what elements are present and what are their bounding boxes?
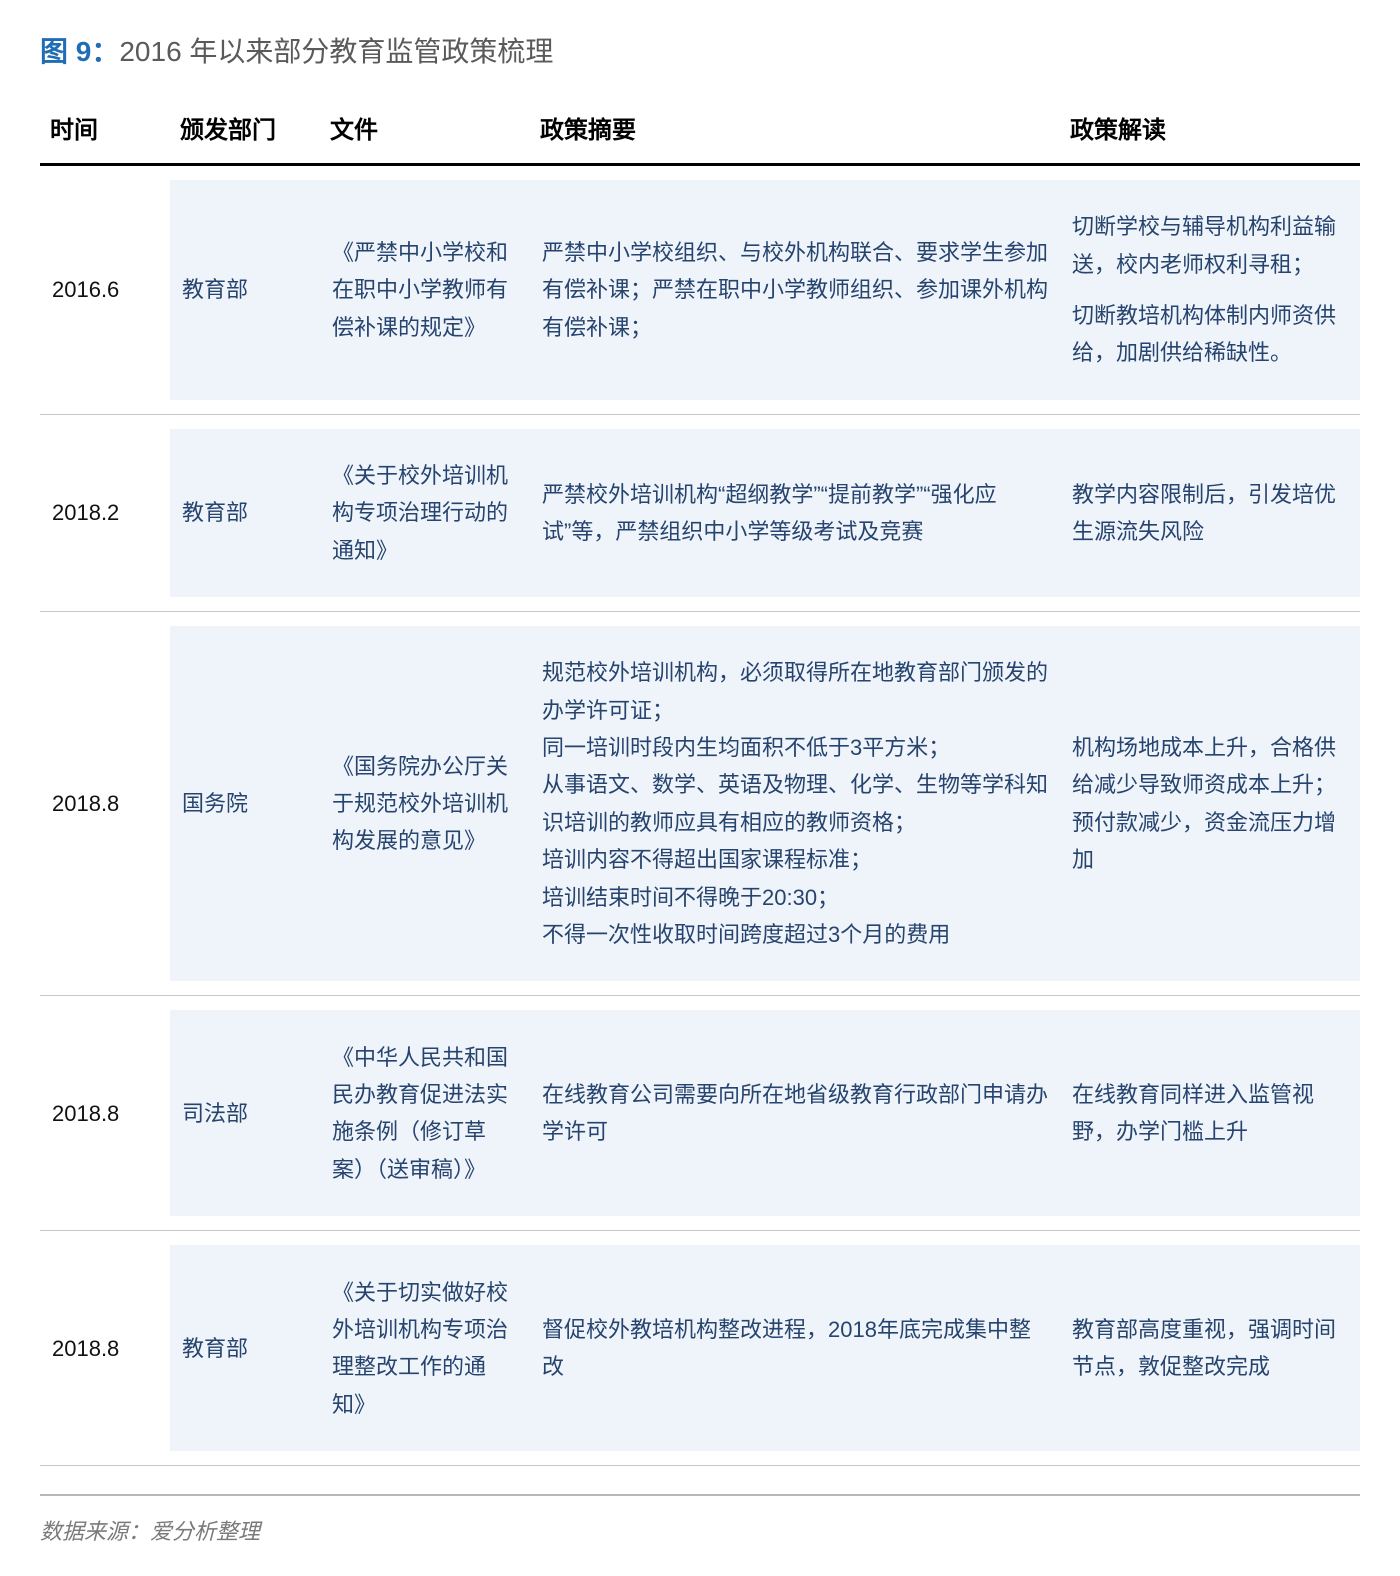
figure-title-text: 2016 年以来部分教育监管政策梳理 [119,36,553,67]
cell-department: 教育部 [170,180,320,400]
text-paragraph: 督促校外教培机构整改进程，2018年底完成集中整改 [542,1311,1048,1386]
text-paragraph: 机构场地成本上升，合格供给减少导致师资成本上升； 预付款减少，资金流压力增加 [1072,729,1348,879]
cell-date: 2018.8 [40,1010,170,1216]
cell-summary: 规范校外培训机构，必须取得所在地教育部门颁发的办学许可证； 同一培训时段内生均面… [530,626,1060,981]
cell-interpretation: 机构场地成本上升，合格供给减少导致师资成本上升； 预付款减少，资金流压力增加 [1060,626,1360,981]
col-header-date: 时间 [40,94,170,165]
cell-interpretation: 教育部高度重视，强调时间节点，敦促整改完成 [1060,1245,1360,1451]
figure-title: 图 9：2016 年以来部分教育监管政策梳理 [40,30,1360,70]
cell-document: 《严禁中小学校和在职中小学教师有偿补课的规定》 [320,180,530,400]
cell-department: 教育部 [170,429,320,597]
cell-document: 《中华人民共和国民办教育促进法实施条例（修订草案）（送审稿）》 [320,1010,530,1216]
table-row: 2018.8教育部《关于切实做好校外培训机构专项治理整改工作的通知》督促校外教培… [40,1231,1360,1466]
cell-date: 2018.8 [40,1245,170,1451]
cell-interpretation: 在线教育同样进入监管视野，办学门槛上升 [1060,1010,1360,1216]
text-paragraph: 切断学校与辅导机构利益输送，校内老师权利寻租； [1072,208,1348,283]
text-paragraph: 规范校外培训机构，必须取得所在地教育部门颁发的办学许可证； 同一培训时段内生均面… [542,654,1048,953]
policy-table: 时间 颁发部门 文件 政策摘要 政策解读 2016.6教育部《严禁中小学校和在职… [40,94,1360,1466]
text-paragraph: 教育部高度重视，强调时间节点，敦促整改完成 [1072,1311,1348,1386]
col-header-dept: 颁发部门 [170,94,320,165]
cell-document: 《关于切实做好校外培训机构专项治理整改工作的通知》 [320,1245,530,1451]
col-header-summary: 政策摘要 [530,94,1060,165]
footer-divider: 数据来源：爱分析整理 [40,1494,1360,1546]
text-paragraph: 严禁校外培训机构“超纲教学”“提前教学”“强化应试”等，严禁组织中小学等级考试及… [542,476,1048,551]
text-paragraph: 在线教育同样进入监管视野，办学门槛上升 [1072,1076,1348,1151]
cell-department: 教育部 [170,1245,320,1451]
cell-interpretation: 教学内容限制后，引发培优生源流失风险 [1060,429,1360,597]
col-header-interp: 政策解读 [1060,94,1360,165]
cell-date: 2018.2 [40,429,170,597]
table-row: 2016.6教育部《严禁中小学校和在职中小学教师有偿补课的规定》严禁中小学校组织… [40,165,1360,415]
cell-document: 《关于校外培训机构专项治理行动的通知》 [320,429,530,597]
text-paragraph: 切断教培机构体制内师资供给，加剧供给稀缺性。 [1072,297,1348,372]
text-paragraph: 严禁中小学校组织、与校外机构联合、要求学生参加有偿补课；严禁在职中小学教师组织、… [542,234,1048,346]
col-header-doc: 文件 [320,94,530,165]
cell-interpretation: 切断学校与辅导机构利益输送，校内老师权利寻租； 切断教培机构体制内师资供给，加剧供… [1060,180,1360,400]
table-row: 2018.8司法部《中华人民共和国民办教育促进法实施条例（修订草案）（送审稿）》… [40,996,1360,1231]
cell-date: 2016.6 [40,180,170,400]
cell-summary: 在线教育公司需要向所在地省级教育行政部门申请办学许可 [530,1010,1060,1216]
table-row: 2018.2教育部《关于校外培训机构专项治理行动的通知》严禁校外培训机构“超纲教… [40,415,1360,612]
cell-date: 2018.8 [40,626,170,981]
data-source-note: 数据来源：爱分析整理 [40,1514,1360,1546]
cell-department: 国务院 [170,626,320,981]
table-header-row: 时间 颁发部门 文件 政策摘要 政策解读 [40,94,1360,165]
text-paragraph: 在线教育公司需要向所在地省级教育行政部门申请办学许可 [542,1076,1048,1151]
cell-document: 《国务院办公厅关于规范校外培训机构发展的意见》 [320,626,530,981]
figure-number: 图 9： [40,36,119,67]
table-row: 2018.8国务院《国务院办公厅关于规范校外培训机构发展的意见》规范校外培训机构… [40,612,1360,996]
cell-summary: 严禁中小学校组织、与校外机构联合、要求学生参加有偿补课；严禁在职中小学教师组织、… [530,180,1060,400]
cell-summary: 督促校外教培机构整改进程，2018年底完成集中整改 [530,1245,1060,1451]
text-paragraph: 教学内容限制后，引发培优生源流失风险 [1072,476,1348,551]
cell-summary: 严禁校外培训机构“超纲教学”“提前教学”“强化应试”等，严禁组织中小学等级考试及… [530,429,1060,597]
cell-department: 司法部 [170,1010,320,1216]
